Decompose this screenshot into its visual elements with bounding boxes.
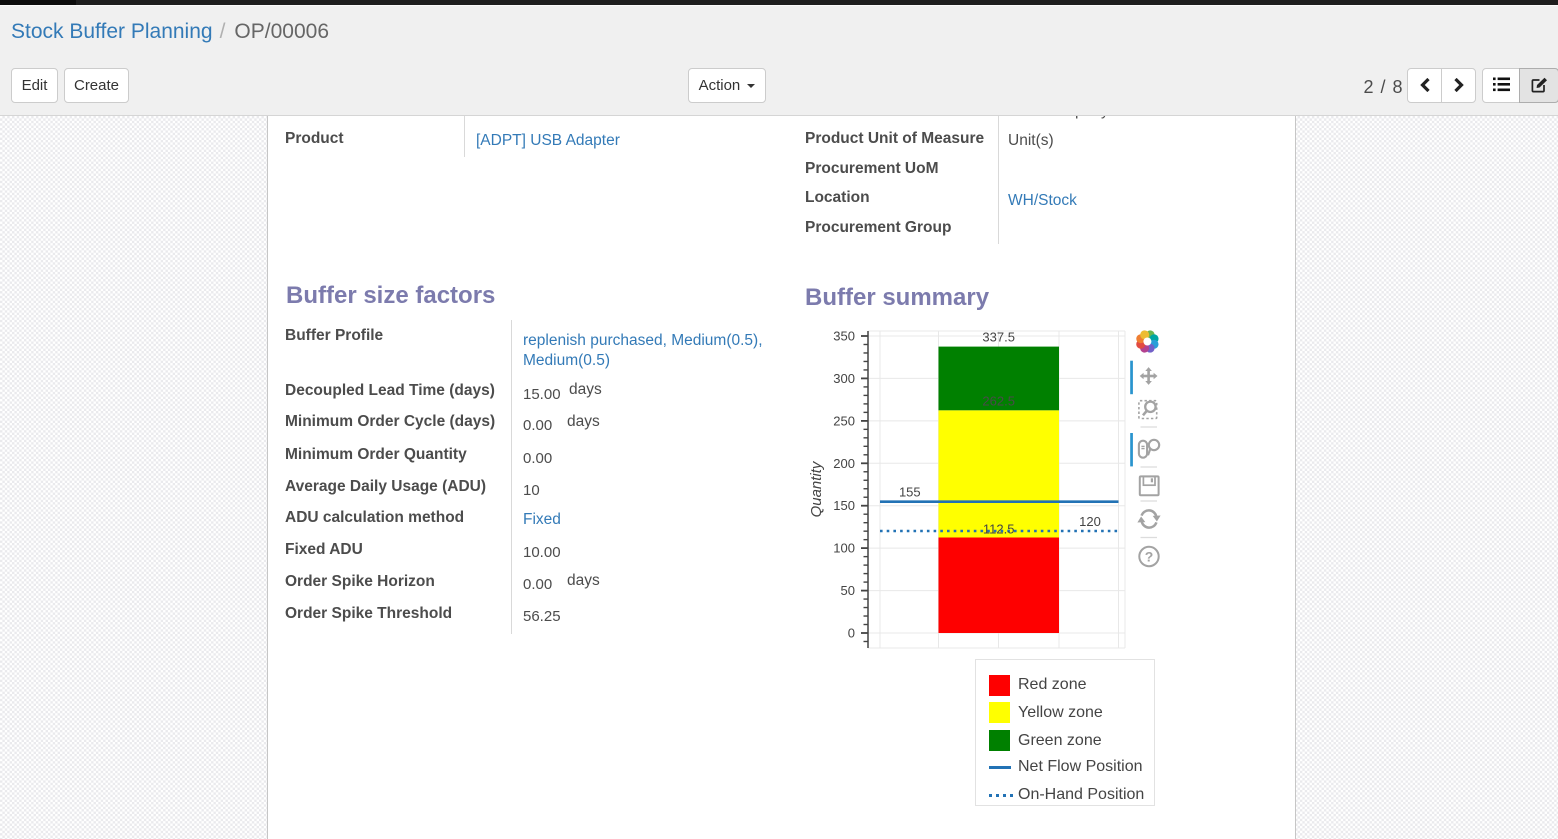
svg-text:200: 200 (833, 456, 855, 471)
svg-text:50: 50 (841, 583, 855, 598)
svg-text:?: ? (1145, 549, 1154, 565)
svg-text:300: 300 (833, 371, 855, 386)
svg-text:0: 0 (848, 626, 855, 641)
svg-text:112.5: 112.5 (983, 522, 1015, 537)
svg-text:262.5: 262.5 (982, 394, 1015, 409)
svg-text:250: 250 (833, 413, 855, 428)
svg-text:100: 100 (833, 541, 855, 556)
svg-text:337.5: 337.5 (982, 329, 1015, 344)
svg-text:120: 120 (1079, 514, 1101, 529)
svg-text:350: 350 (833, 329, 855, 344)
svg-text:Quantity: Quantity (808, 460, 825, 517)
svg-text:150: 150 (833, 498, 855, 513)
svg-text:155: 155 (899, 485, 921, 500)
